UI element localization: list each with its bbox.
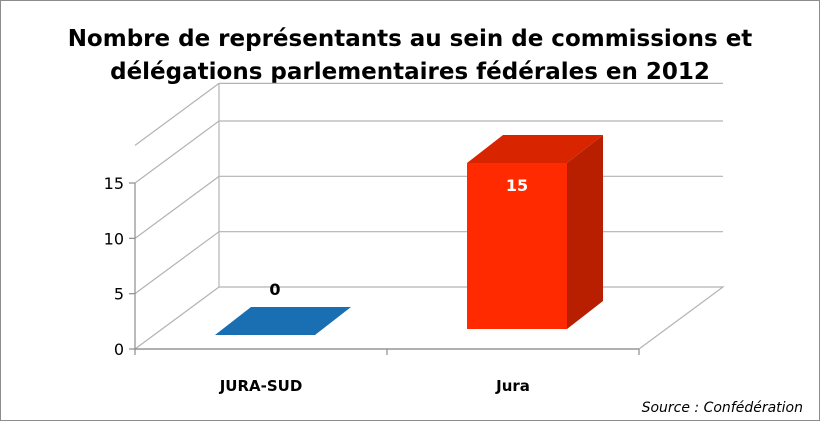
gridline <box>134 120 723 184</box>
bar-jura-sud <box>215 307 351 335</box>
bar-side-face <box>567 135 603 329</box>
x-axis: JURA-SUD Jura <box>134 348 640 395</box>
data-labels: 0 15 <box>269 176 528 299</box>
chart-title-line-1: Nombre de représentants au sein de commi… <box>67 26 753 52</box>
gridline <box>134 175 723 239</box>
x-tick-label: JURA-SUD <box>219 377 303 395</box>
y-axis: 0 5 10 15 <box>104 174 136 359</box>
bar-front-face <box>467 163 567 329</box>
bar-top-face <box>467 135 603 163</box>
source-note: Source : Confédération <box>641 400 803 416</box>
chart-walls <box>133 82 725 350</box>
chart-floor <box>133 286 725 350</box>
data-label: 15 <box>506 176 528 195</box>
x-tick-label: Jura <box>495 377 530 395</box>
y-tick-label: 0 <box>114 340 124 359</box>
chart-title: Nombre de représentants au sein de commi… <box>1 23 819 89</box>
y-tick-label: 5 <box>114 285 124 304</box>
gridline-top <box>134 82 723 146</box>
data-label: 0 <box>269 280 280 299</box>
bars <box>215 135 603 335</box>
bar-top-face <box>215 307 351 335</box>
chart-title-line-2: délégations parlementaires fédérales en … <box>110 59 710 85</box>
y-tick-label: 10 <box>104 229 124 248</box>
gridline <box>134 231 723 295</box>
bar-jura <box>467 135 603 329</box>
y-tick-label: 15 <box>104 174 124 193</box>
